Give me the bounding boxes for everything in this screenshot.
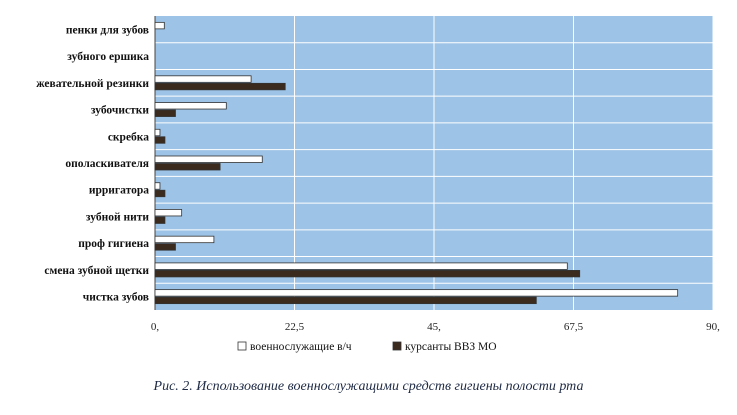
legend-swatch-series-1 [237, 341, 247, 351]
bar-series-2 [154, 136, 166, 144]
bar-series-1 [154, 182, 161, 190]
bar-series-2 [154, 82, 286, 91]
bar-series-2 [154, 216, 166, 224]
x-tick-label: 90, [706, 321, 720, 333]
legend-label-series-2: курсанты ВВЗ МО [405, 341, 497, 353]
category-label: зубной нити [86, 211, 150, 223]
bar-series-1 [154, 128, 161, 137]
bar-series-1 [154, 209, 183, 217]
category-label: жевательной резинки [36, 78, 149, 90]
legend-label-series-1: военнослужащие в/ч [250, 341, 352, 353]
bar-series-1 [154, 75, 252, 83]
bar-series-2 [154, 109, 176, 117]
x-tick-label: 67,5 [564, 321, 584, 333]
category-label: смена зубной щетки [44, 265, 149, 277]
bar-series-1 [154, 21, 165, 30]
category-label: зубочистки [91, 105, 150, 117]
bar-series-1 [154, 102, 227, 110]
bar-series-2 [154, 243, 176, 251]
bar-series-2 [154, 163, 221, 171]
bar-series-2 [154, 270, 581, 278]
bar-series-1 [154, 155, 263, 163]
category-label: проф гигиена [78, 238, 149, 250]
x-tick-label: 45, [427, 321, 441, 333]
bar-series-1 [154, 235, 215, 244]
figure-caption: Рис. 2. Использование военнослужащими ср… [153, 379, 584, 394]
category-label: зубного ершика [67, 51, 149, 63]
bar-series-2 [154, 296, 537, 305]
category-label: ирригатора [89, 185, 149, 197]
bar-series-1 [154, 289, 679, 297]
x-tick-label: 22,5 [285, 321, 305, 333]
bar-series-1 [154, 262, 568, 270]
category-label: скребка [108, 131, 149, 143]
category-label: пенки для зубов [66, 24, 149, 36]
category-label: ополаскивателя [65, 158, 149, 170]
legend-swatch-series-2 [392, 341, 402, 351]
bar-series-2 [154, 189, 166, 198]
category-label: чистка зубов [83, 292, 149, 304]
x-tick-label: 0, [151, 321, 160, 333]
